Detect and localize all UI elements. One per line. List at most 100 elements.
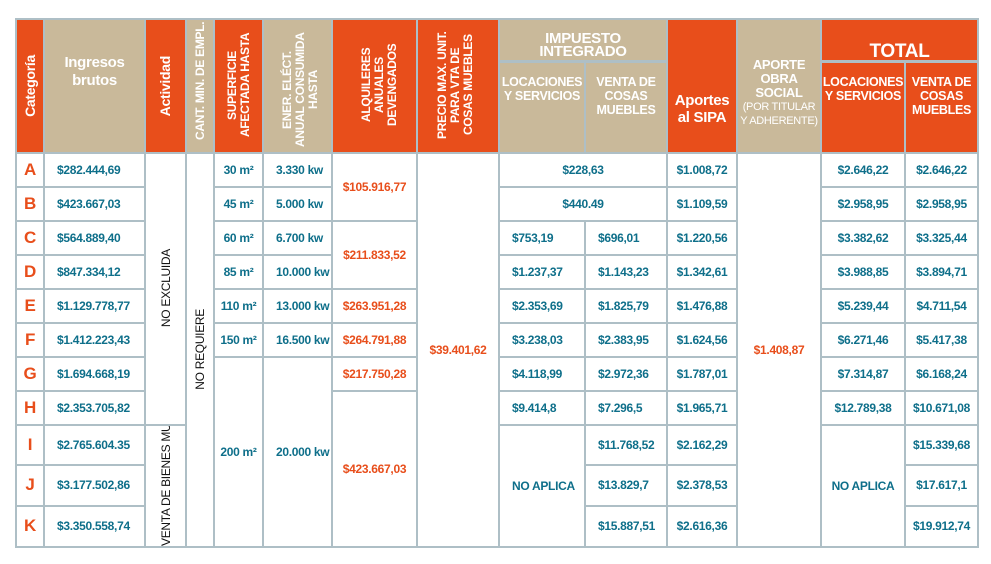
cell-impuesto-integrado: $440.49 <box>498 185 668 222</box>
cell-ingresos: $1.694.668,19 <box>43 355 146 392</box>
header-empleados-label: CANT. MIN. DE EMPL. <box>192 22 207 141</box>
cell-imp-loc: $1.237,37 <box>498 253 586 290</box>
cell-sipa: $1.965,71 <box>666 389 738 426</box>
cell-imp-venta: $15.887,51 <box>584 504 668 548</box>
cell-superficie: 60 m² <box>213 219 264 256</box>
cell-alquileres: $264.791,88 <box>331 321 418 358</box>
table-row: F $1.412.223,43 150 m² 16.500 kw $264.791,88… <box>15 321 980 358</box>
cell-ingresos: $423.667,03 <box>43 185 146 222</box>
cell-superficie: 30 m² <box>213 151 264 188</box>
category-letter: I <box>15 423 45 467</box>
header-actividad: Actividad <box>144 18 187 154</box>
cell-empleados-label: NO REQUIERE <box>193 309 207 390</box>
cell-ingresos: $847.334,12 <box>43 253 146 290</box>
cell-imp-venta: $696,01 <box>584 219 668 256</box>
category-letter: K <box>15 504 45 548</box>
cell-sipa: $2.378,53 <box>666 464 738 507</box>
cell-sipa: $1.008,72 <box>666 151 738 188</box>
header-total-locaciones: LOCACIONES Y SERVICIOS <box>820 60 906 154</box>
category-letter: D <box>15 253 45 290</box>
cell-imp-venta: $1.143,23 <box>584 253 668 290</box>
table-row: B $423.667,03 45 m² 5.000 kw $440.49 $1.109,5… <box>15 185 980 222</box>
table-row: K $3.350.558,74 $15.887,51 $2.616,36 $19.912… <box>15 504 980 548</box>
cell-imp-loc: NO APLICA <box>498 423 586 548</box>
cell-energia: 20.000 kw <box>262 355 333 548</box>
header-total: TOTAL <box>819 18 980 63</box>
category-letter: J <box>15 464 45 507</box>
table-row: E $1.129.778,77 110 m² 13.000 kw $263.951,28… <box>15 287 980 324</box>
header-obra-social: APORTE OBRA SOCIAL (POR TITULAR Y ADHERE… <box>736 18 822 154</box>
cell-sipa: $1.787,01 <box>666 355 738 392</box>
cell-imp-loc: $4.118,99 <box>498 355 586 392</box>
header-empleados: CANT. MIN. DE EMPL. <box>185 18 215 154</box>
table-row: H $2.353.705,82 $423.667,03 $9.414,8 $7.296,… <box>15 389 980 548</box>
header-ingresos: Ingresos brutos <box>43 18 146 154</box>
cell-sipa: $1.220,56 <box>666 219 738 256</box>
cell-total-venta: $3.894,71 <box>903 253 980 290</box>
header-alquileres-label: ALQUILERES ANUALES DEVENGADOS <box>358 43 399 127</box>
table-row: D $847.334,12 85 m² 10.000 kw $1.237,37 $1.14… <box>15 253 980 290</box>
cell-energia: 6.700 kw <box>262 219 333 256</box>
cell-ingresos: $1.412.223,43 <box>43 321 146 358</box>
category-letter: C <box>15 219 45 256</box>
cell-sipa: $1.476,88 <box>666 287 738 324</box>
cell-superficie: 110 m² <box>213 287 264 324</box>
cell-total-loc: $3.988,85 <box>820 253 906 290</box>
cell-ingresos: $3.177.502,86 <box>43 464 146 507</box>
cell-imp-venta: $7.296,5 <box>584 389 668 426</box>
cell-ingresos: $2.353.705,82 <box>43 389 146 426</box>
header-categoria: Categoría <box>15 18 45 154</box>
cell-alquileres: $105.916,77 <box>331 151 418 222</box>
header-superficie: SUPERFICIE AFECTADA HASTA <box>213 18 264 154</box>
cell-total-venta: $15.339,68 <box>903 423 980 467</box>
cell-ingresos: $1.129.778,77 <box>43 287 146 324</box>
cell-imp-venta: $2.383,95 <box>584 321 668 358</box>
cell-total-venta: $10.671,08 <box>903 389 980 426</box>
cell-total-loc: $6.271,46 <box>820 321 906 358</box>
header-categoria-label: Categoría <box>21 54 38 117</box>
header-obra-social-note: (POR TITULAR Y ADHERENTE) <box>740 101 818 127</box>
cell-imp-loc: $753,19 <box>498 219 586 256</box>
cell-total-loc: $12.789,38 <box>820 389 906 426</box>
cell-alquileres: $217.750,28 <box>331 355 418 392</box>
cell-sipa: $2.162,29 <box>666 423 738 467</box>
cell-imp-venta: $1.825,79 <box>584 287 668 324</box>
cell-total-venta: $17.617,1 <box>903 464 980 507</box>
header-sipa: Aportes al SIPA <box>666 18 738 154</box>
cell-alquileres: $263.951,28 <box>331 287 418 324</box>
cell-sipa: $1.342,61 <box>666 253 738 290</box>
header-energia-label: ENER. ELÉCT. ANUAL CONSUMIDA HASTA <box>279 32 320 148</box>
cell-imp-loc: $9.414,8 <box>498 389 586 426</box>
cell-total-loc: $5.239,44 <box>820 287 906 324</box>
cell-sipa: $2.616,36 <box>666 504 738 548</box>
monotributo-table: Categoría Ingresos brutos Actividad CANT… <box>15 18 980 548</box>
cell-energia: 13.000 kw <box>262 287 333 324</box>
table-body: A $282.444,69 NO EXCLUIDA NO REQUIERE 30 m² 3… <box>15 151 980 548</box>
cell-superficie: 150 m² <box>213 321 264 358</box>
cell-alquileres: $211.833,52 <box>331 219 418 290</box>
cell-actividad: VENTA DE BIENES MUEBLES <box>144 423 187 548</box>
cell-imp-venta: $2.972,36 <box>584 355 668 392</box>
cell-imp-venta: $11.768,52 <box>584 423 668 467</box>
cell-total-loc: $3.382,62 <box>820 219 906 256</box>
header-obra-social-label: APORTE OBRA SOCIAL <box>752 57 806 100</box>
cell-total-loc: $2.646,22 <box>820 151 906 188</box>
cell-total-loc: NO APLICA <box>820 423 906 548</box>
cell-energia: 5.000 kw <box>262 185 333 222</box>
header-impuesto-venta: VENTA DE COSAS MUEBLES <box>584 60 668 154</box>
category-letter: H <box>15 389 45 426</box>
cell-ingresos: $2.765.604.35 <box>43 423 146 467</box>
table-row: C $564.889,40 60 m² 6.700 kw $211.833,52 $753… <box>15 219 980 290</box>
cell-total-venta: $5.417,38 <box>903 321 980 358</box>
cell-superficie: 85 m² <box>213 253 264 290</box>
table-row: I $2.765.604.35 VENTA DE BIENES MUEBLES NO … <box>15 423 980 548</box>
category-letter: B <box>15 185 45 222</box>
cell-total-venta: $4.711,54 <box>903 287 980 324</box>
cell-ingresos: $3.350.558,74 <box>43 504 146 548</box>
cell-energia: 3.330 kw <box>262 151 333 188</box>
cell-total-loc: $2.958,95 <box>820 185 906 222</box>
table-row: G $1.694.668,19 200 m² 20.000 kw $217.750,28… <box>15 355 980 548</box>
header-superficie-label: SUPERFICIE AFECTADA HASTA <box>224 32 252 138</box>
cell-actividad-label: NO EXCLUIDA <box>158 249 173 328</box>
cell-sipa: $1.109,59 <box>666 185 738 222</box>
